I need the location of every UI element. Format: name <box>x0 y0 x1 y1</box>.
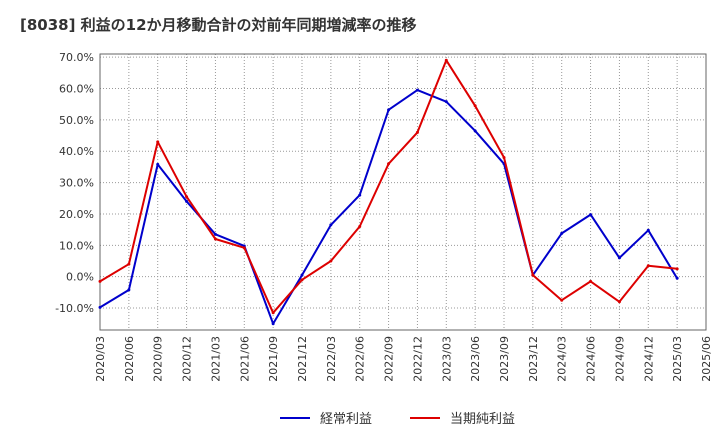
series-2-point <box>531 273 535 277</box>
x-tick-label: 2023/09 <box>498 336 511 382</box>
x-tick-label: 2021/09 <box>267 336 280 382</box>
series-2-point <box>156 140 160 144</box>
x-tick-label: 2021/03 <box>209 336 222 382</box>
x-tick-label: 2020/06 <box>123 336 136 382</box>
series-1-point <box>358 193 362 197</box>
x-tick-label: 2025/06 <box>700 336 713 382</box>
series-2-point <box>242 246 246 250</box>
series-1-point <box>387 108 391 112</box>
y-tick-label: 60.0% <box>59 83 94 96</box>
chart-title: [8038] 利益の12か月移動合計の対前年同期増減率の推移 <box>20 16 417 34</box>
series-2-point <box>213 237 217 241</box>
series-1-point <box>98 305 102 309</box>
y-tick-label: 0.0% <box>66 271 94 284</box>
series-2-point <box>444 58 448 62</box>
series-1-point <box>415 88 419 92</box>
y-tick-label: 50.0% <box>59 114 94 127</box>
x-tick-label: 2024/06 <box>585 336 598 382</box>
series-2-point <box>589 279 593 283</box>
y-axis-ticks: -10.0% 0.0% 10.0% 20.0% 30.0% 40.0% 50.0% 60.0%… <box>55 51 94 315</box>
x-tick-label: 2023/06 <box>469 336 482 382</box>
series-1-point <box>127 288 131 292</box>
series-2-point <box>675 267 679 271</box>
series-2-point <box>329 259 333 263</box>
x-tick-label: 2023/03 <box>440 336 453 382</box>
series-2-point <box>560 298 564 302</box>
axes <box>99 53 707 331</box>
x-tick-label: 2021/06 <box>238 336 251 382</box>
x-tick-label: 2020/03 <box>94 336 107 382</box>
series-1-point <box>329 223 333 227</box>
y-tick-label: 30.0% <box>59 177 94 190</box>
y-tick-label: 10.0% <box>59 239 94 252</box>
x-tick-label: 2021/12 <box>296 336 309 382</box>
legend: 経常利益 当期純利益 <box>280 412 515 427</box>
series-1-point <box>675 276 679 280</box>
x-tick-label: 2025/03 <box>671 336 684 382</box>
series-2-point <box>300 278 304 282</box>
series-2-point <box>387 162 391 166</box>
x-tick-label: 2022/09 <box>383 336 396 382</box>
series-1-point <box>185 199 189 203</box>
series-2-point <box>127 262 131 266</box>
x-tick-label: 2022/12 <box>411 336 424 382</box>
x-tick-label: 2024/09 <box>613 336 626 382</box>
series-1-point <box>213 232 217 236</box>
x-tick-label: 2022/03 <box>325 336 338 382</box>
series-1-point <box>300 273 304 277</box>
series-1-point <box>444 100 448 104</box>
series-2-point <box>271 311 275 315</box>
series-2-point <box>358 225 362 228</box>
x-tick-label: 2023/12 <box>527 336 540 382</box>
legend-label-2: 当期純利益 <box>450 412 515 427</box>
series <box>98 58 679 326</box>
x-tick-label: 2024/12 <box>642 336 655 382</box>
x-axis-ticks: 2020/03 2020/06 2020/09 2020/12 2021/03 2021/… <box>94 336 713 382</box>
series-2-point <box>646 264 650 268</box>
x-tick-label: 2020/12 <box>181 336 194 382</box>
series-1-point <box>646 228 650 232</box>
x-tick-label: 2024/03 <box>556 336 569 382</box>
series-2-point <box>473 104 477 108</box>
plot-frame <box>99 53 707 331</box>
x-tick-label: 2022/06 <box>354 336 367 382</box>
series-2-point <box>98 279 102 283</box>
y-tick-label: 20.0% <box>59 208 94 221</box>
series-1-point <box>271 322 275 326</box>
series-1-point <box>156 162 160 166</box>
x-tick-label: 2020/09 <box>152 336 165 382</box>
series-1-point <box>617 256 621 260</box>
grid <box>99 54 707 330</box>
series-2-point <box>415 130 419 134</box>
y-tick-label: 40.0% <box>59 145 94 158</box>
series-1-point <box>560 231 564 235</box>
y-tick-label: -10.0% <box>55 302 94 315</box>
series-2-point <box>185 195 189 199</box>
series-2-point <box>617 300 621 304</box>
series-2-point <box>502 156 506 159</box>
series-1-point <box>589 213 593 217</box>
y-tick-label: 70.0% <box>59 51 94 64</box>
legend-label-1: 経常利益 <box>320 412 372 427</box>
series-1-point <box>473 129 477 133</box>
